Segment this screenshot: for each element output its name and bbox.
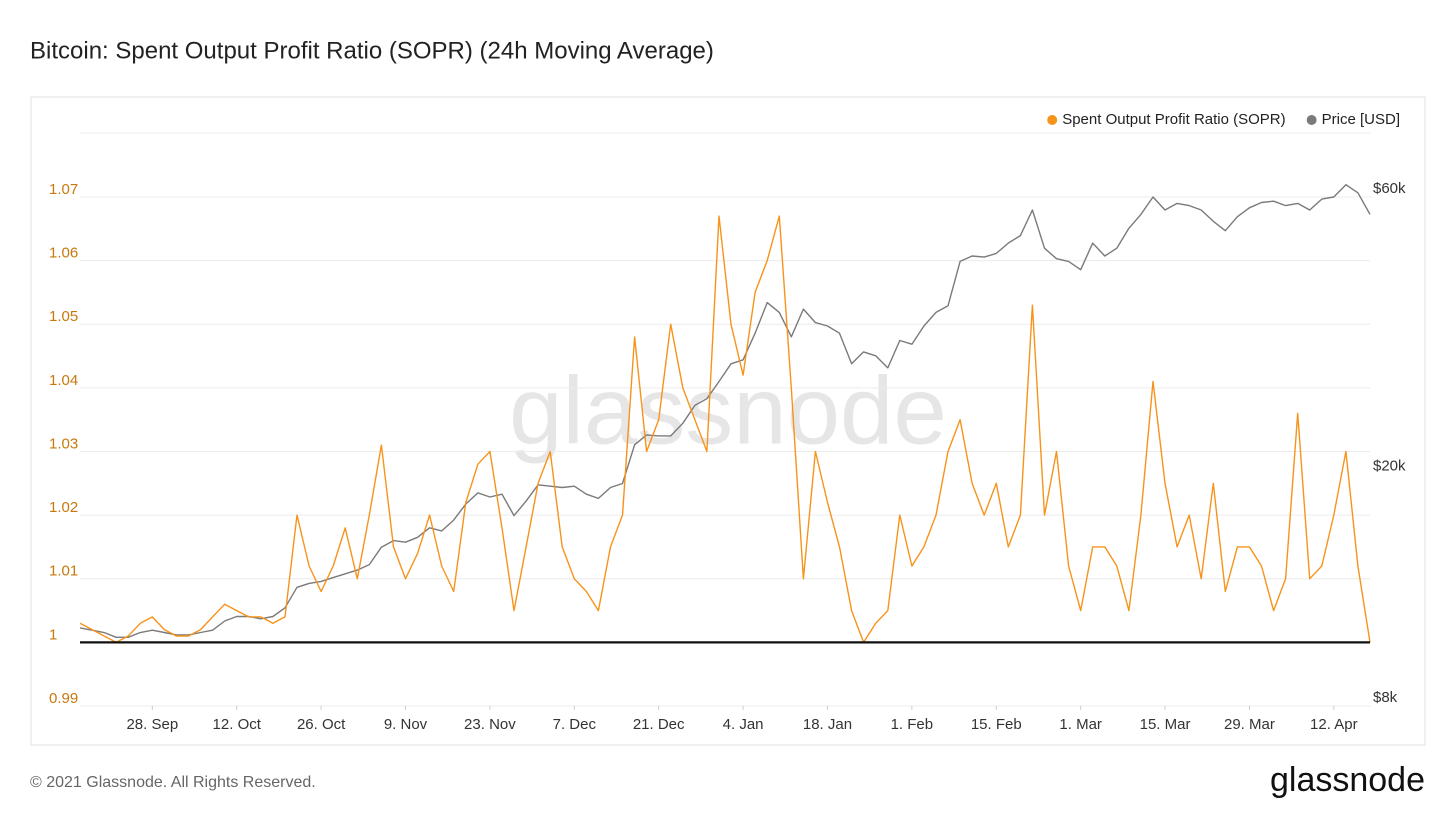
x-tick-label: 9. Nov xyxy=(384,716,428,733)
legend-swatch xyxy=(1306,115,1317,125)
series-line xyxy=(79,184,1371,638)
legend-label: Spent Output Profit Ratio (SOPR) xyxy=(1062,111,1285,128)
y2-tick-label: $20k xyxy=(1373,457,1406,474)
x-tick-label: 28. Sep xyxy=(126,716,178,733)
x-tick-label: 18. Jan xyxy=(803,716,852,733)
x-tick-label: 4. Jan xyxy=(723,716,764,733)
series-line xyxy=(79,215,1371,644)
x-tick-label: 1. Feb xyxy=(891,716,934,733)
y-tick-label: 1 xyxy=(49,626,57,643)
y-tick-label: 0.99 xyxy=(49,690,78,707)
x-tick-label: 1. Mar xyxy=(1059,716,1102,733)
x-tick-label: 7. Dec xyxy=(553,716,597,733)
x-tick-label: 21. Dec xyxy=(633,716,685,733)
y-tick-label: 1.05 xyxy=(49,308,78,325)
x-tick-label: 26. Oct xyxy=(297,716,346,733)
y-tick-label: 1.02 xyxy=(49,499,78,516)
x-tick-label: 15. Feb xyxy=(971,716,1022,733)
x-tick-label: 15. Mar xyxy=(1140,716,1191,733)
y-tick-label: 1.01 xyxy=(49,563,78,580)
y-tick-label: 1.04 xyxy=(49,372,78,389)
y-tick-label: 1.06 xyxy=(49,245,78,262)
x-tick-label: 23. Nov xyxy=(464,716,516,733)
legend-swatch xyxy=(1047,115,1058,125)
y2-tick-label: $60k xyxy=(1373,180,1406,197)
watermark: glassnode xyxy=(509,357,947,464)
legend-label: Price [USD] xyxy=(1322,111,1400,128)
y-tick-label: 1.03 xyxy=(49,435,78,452)
chart-title: Bitcoin: Spent Output Profit Ratio (SOPR… xyxy=(30,37,714,64)
x-tick-label: 29. Mar xyxy=(1224,716,1275,733)
chart-frame xyxy=(30,96,1426,746)
y2-tick-label: $8k xyxy=(1373,689,1398,706)
logo: glassnode xyxy=(1270,761,1425,799)
y-tick-label: 1.07 xyxy=(49,181,78,198)
x-tick-label: 12. Apr xyxy=(1310,716,1358,733)
footer: © 2021 Glassnode. All Rights Reserved. xyxy=(30,774,316,791)
x-tick-label: 12. Oct xyxy=(213,716,262,733)
